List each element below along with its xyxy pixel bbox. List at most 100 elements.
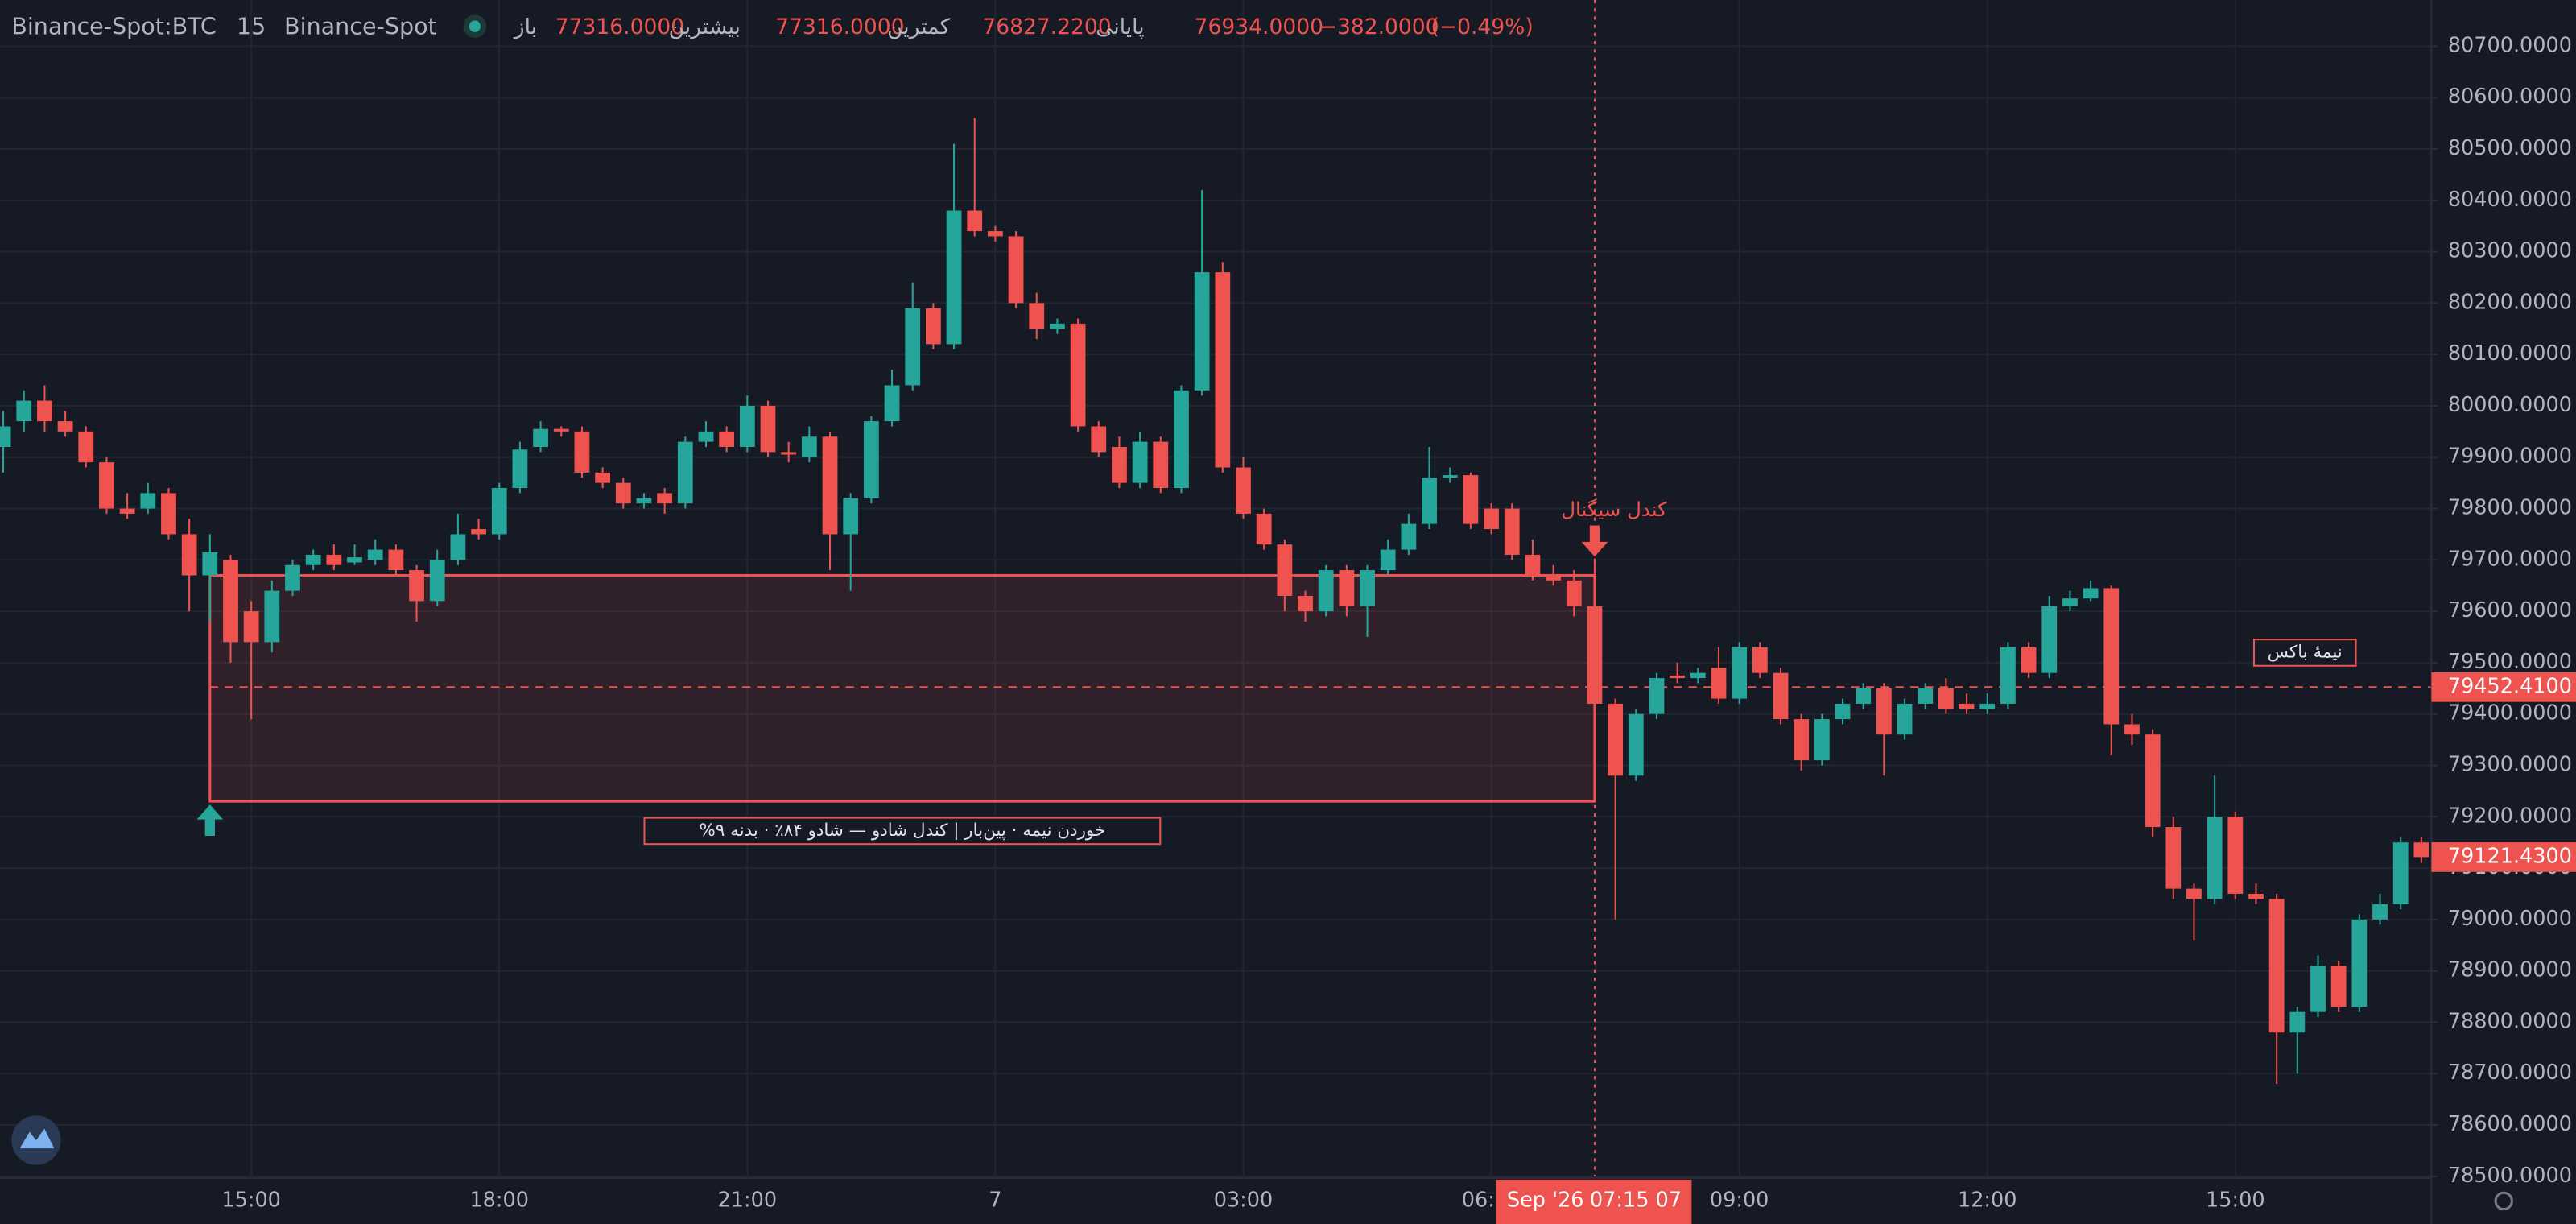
candle-body bbox=[37, 400, 52, 422]
candle-body bbox=[305, 554, 321, 565]
candle-body bbox=[1628, 713, 1644, 776]
candle-body bbox=[1587, 606, 1603, 704]
candle-body bbox=[491, 488, 507, 535]
crosshair-label-bg bbox=[1496, 1179, 1692, 1224]
x-tick-label: 18:00 bbox=[469, 1188, 529, 1212]
crosshair-date: Sep '26 bbox=[1507, 1188, 1584, 1212]
legend-value: 77316.0000 bbox=[555, 14, 684, 39]
y-tick-label: 78700.0000 bbox=[2448, 1061, 2572, 1085]
y-tick-label: 79800.0000 bbox=[2448, 496, 2572, 520]
candle-body bbox=[388, 549, 404, 571]
candle-body bbox=[223, 560, 238, 643]
header: Binance-Spot:BTC 15 Binance-Spot باز 7731… bbox=[11, 13, 1533, 40]
candle-body bbox=[615, 482, 631, 504]
box-label-frame bbox=[643, 817, 1162, 846]
exchange[interactable]: Binance-Spot bbox=[284, 13, 437, 40]
candle-body bbox=[1298, 595, 1313, 612]
candle-body bbox=[1856, 688, 1872, 704]
sell-arrow bbox=[1581, 525, 1608, 557]
candle-body bbox=[119, 508, 135, 514]
candle-body bbox=[367, 549, 383, 560]
candle-body bbox=[243, 611, 259, 643]
y-tick-label: 80300.0000 bbox=[2448, 239, 2572, 263]
x-tick-label: 15:00 bbox=[221, 1188, 281, 1212]
candle-body bbox=[140, 493, 156, 509]
y-tick-label: 80000.0000 bbox=[2448, 393, 2572, 417]
candle-body bbox=[1463, 475, 1479, 524]
candle-body bbox=[1732, 647, 1748, 699]
legend-label: باز bbox=[513, 14, 537, 39]
mid-label-frame bbox=[2252, 639, 2357, 667]
candle-body bbox=[698, 431, 714, 442]
candle-body bbox=[760, 405, 776, 453]
mid-price-bg bbox=[2431, 672, 2576, 702]
candle-body bbox=[1546, 575, 1561, 581]
candle-body bbox=[512, 449, 528, 489]
candle-body bbox=[553, 428, 569, 432]
x-tick-label: 03:00 bbox=[1214, 1188, 1274, 1212]
symbol[interactable]: Binance-Spot:BTC bbox=[11, 13, 217, 40]
interval[interactable]: 15 bbox=[237, 13, 266, 40]
candle-body bbox=[533, 428, 548, 447]
last-price-label: 79121.4300 bbox=[2448, 844, 2572, 868]
candle-body bbox=[1153, 441, 1169, 489]
candle-body bbox=[2248, 893, 2264, 899]
settings-icon[interactable] bbox=[2494, 1191, 2513, 1211]
candle-body bbox=[988, 231, 1003, 237]
candle-body bbox=[863, 421, 879, 498]
y-tick-label: 78900.0000 bbox=[2448, 958, 2572, 982]
candle-body bbox=[1215, 272, 1231, 468]
y-tick-label: 80600.0000 bbox=[2448, 85, 2572, 109]
candle-body bbox=[926, 308, 941, 345]
candle-body bbox=[1277, 544, 1293, 596]
y-tick-label: 79000.0000 bbox=[2448, 907, 2572, 931]
candle-body bbox=[2021, 647, 2037, 673]
candle-body bbox=[1608, 703, 1623, 776]
candle-body bbox=[2207, 817, 2223, 899]
gear[interactable] bbox=[2494, 1191, 2513, 1211]
candle-body bbox=[264, 590, 280, 643]
candle-body bbox=[0, 426, 11, 447]
candle-body bbox=[1091, 426, 1107, 453]
y-tick-label: 78600.0000 bbox=[2448, 1112, 2572, 1136]
candle-body bbox=[822, 436, 838, 535]
candle-body bbox=[1649, 678, 1665, 714]
candle-body bbox=[905, 308, 921, 386]
y-tick-label: 79500.0000 bbox=[2448, 650, 2572, 674]
candle-body bbox=[1484, 508, 1499, 530]
candle-body bbox=[1711, 668, 1727, 699]
x-tick-label: 7 bbox=[989, 1188, 1001, 1212]
legend-value: 77316.0000 bbox=[775, 14, 904, 39]
candle-body bbox=[719, 431, 735, 447]
mid-price-label: 79452.4100 bbox=[2448, 674, 2572, 698]
candle-body bbox=[161, 493, 176, 535]
candle-body bbox=[78, 431, 94, 463]
candle-body bbox=[636, 498, 652, 504]
candle-body bbox=[739, 405, 755, 447]
candle-body bbox=[2186, 888, 2202, 899]
candle-body bbox=[409, 570, 424, 602]
candle-body bbox=[1690, 672, 1706, 679]
candle-body bbox=[1194, 272, 1210, 391]
candle-body bbox=[285, 564, 300, 591]
candle-body bbox=[2372, 904, 2388, 920]
candle-body bbox=[1525, 554, 1541, 576]
y-tick-label: 79700.0000 bbox=[2448, 547, 2572, 571]
logo[interactable] bbox=[11, 1115, 61, 1165]
x-tick-label: 09:00 bbox=[1710, 1188, 1769, 1212]
candle-body bbox=[1670, 675, 1686, 679]
candle-body bbox=[1401, 523, 1417, 550]
candle-body bbox=[1979, 703, 1996, 709]
legend-label: کمترین bbox=[887, 14, 951, 39]
candle-body bbox=[1918, 688, 1934, 704]
y-tick-label: 80200.0000 bbox=[2448, 290, 2572, 314]
candle-body bbox=[2392, 842, 2409, 904]
candle-body bbox=[429, 560, 445, 602]
logo-icon[interactable] bbox=[19, 1128, 55, 1149]
candle-body bbox=[2124, 724, 2140, 735]
candle-body bbox=[2413, 842, 2429, 858]
candle-body bbox=[1835, 703, 1851, 720]
candle-body bbox=[1112, 446, 1127, 483]
candle-body bbox=[347, 557, 362, 563]
